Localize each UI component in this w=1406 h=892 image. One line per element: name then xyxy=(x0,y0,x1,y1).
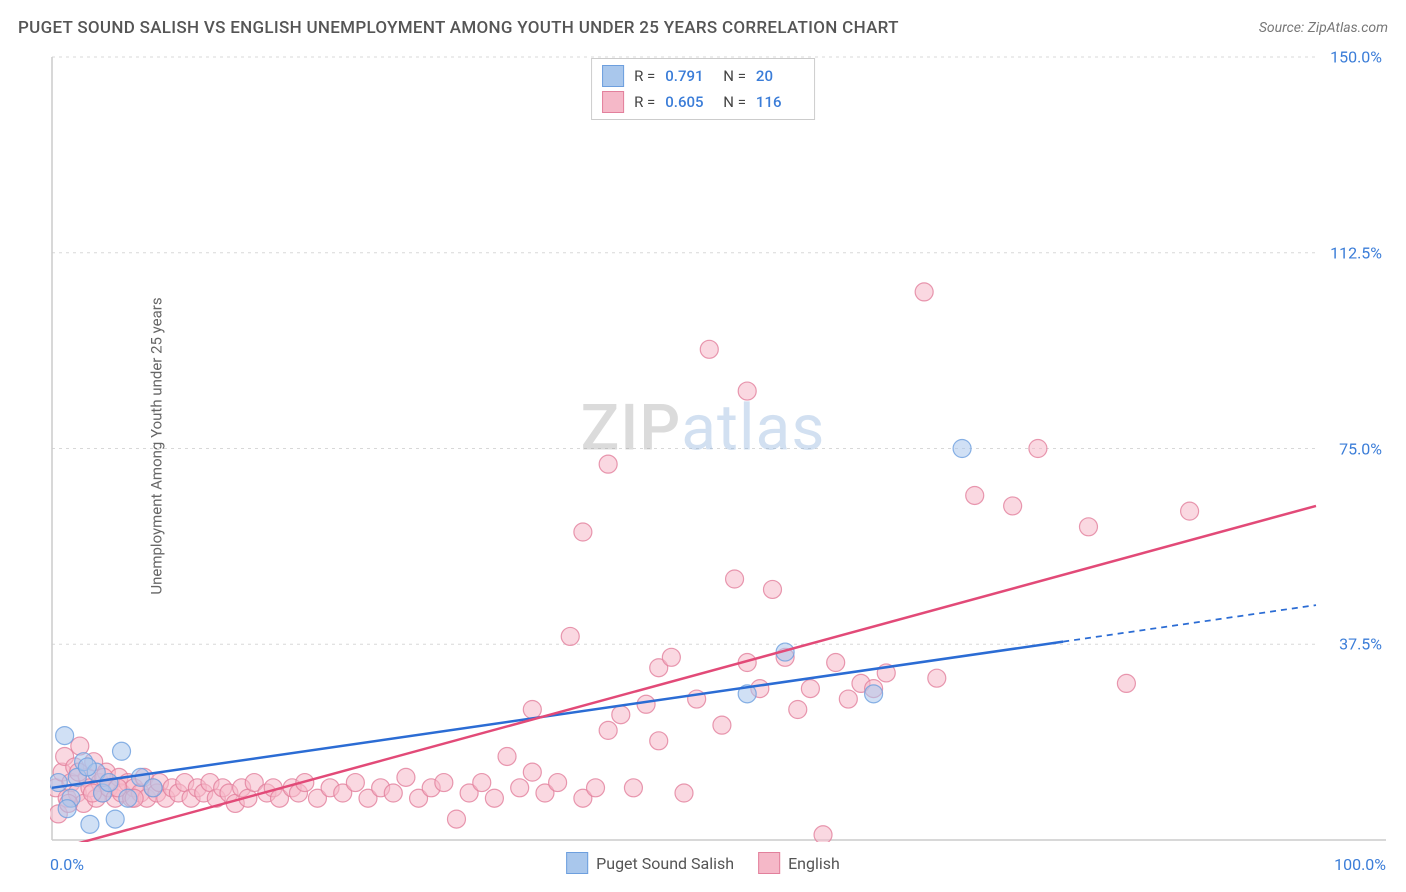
x-tick-min: 0.0% xyxy=(50,855,84,874)
r-label: R = xyxy=(634,93,655,111)
scatter-chart-svg xyxy=(50,55,1386,842)
n-label: N = xyxy=(723,93,746,111)
y-tick-label: 112.5% xyxy=(1330,243,1382,262)
legend-swatch-blue xyxy=(602,65,624,87)
y-tick-label: 37.5% xyxy=(1339,635,1382,654)
x-tick-max: 100.0% xyxy=(1334,855,1386,874)
correlation-legend-row: R = 0.605 N = 116 xyxy=(602,89,804,115)
y-tick-label: 75.0% xyxy=(1339,439,1382,458)
chart-header: PUGET SOUND SALISH VS ENGLISH UNEMPLOYME… xyxy=(18,18,1388,38)
correlation-legend-row: R = 0.791 N = 20 xyxy=(602,63,804,89)
n-value-0: 20 xyxy=(756,67,804,85)
chart-source: Source: ZipAtlas.com xyxy=(1259,20,1388,36)
r-value-0: 0.791 xyxy=(665,67,713,85)
chart-title: PUGET SOUND SALISH VS ENGLISH UNEMPLOYME… xyxy=(18,18,899,38)
n-value-1: 116 xyxy=(756,93,804,111)
n-label: N = xyxy=(723,67,746,85)
legend-label: Puget Sound Salish xyxy=(596,854,734,873)
legend-swatch-blue xyxy=(566,852,588,874)
legend-item: English xyxy=(758,852,840,874)
legend-swatch-pink xyxy=(602,91,624,113)
legend-item: Puget Sound Salish xyxy=(566,852,734,874)
legend-swatch-pink xyxy=(758,852,780,874)
chart-plot-area xyxy=(50,55,1386,842)
r-label: R = xyxy=(634,67,655,85)
y-tick-label: 150.0% xyxy=(1330,48,1382,67)
r-value-1: 0.605 xyxy=(665,93,713,111)
series-legend: Puget Sound Salish English xyxy=(566,852,840,874)
correlation-legend: R = 0.791 N = 20 R = 0.605 N = 116 xyxy=(591,58,815,120)
legend-label: English xyxy=(788,854,840,873)
